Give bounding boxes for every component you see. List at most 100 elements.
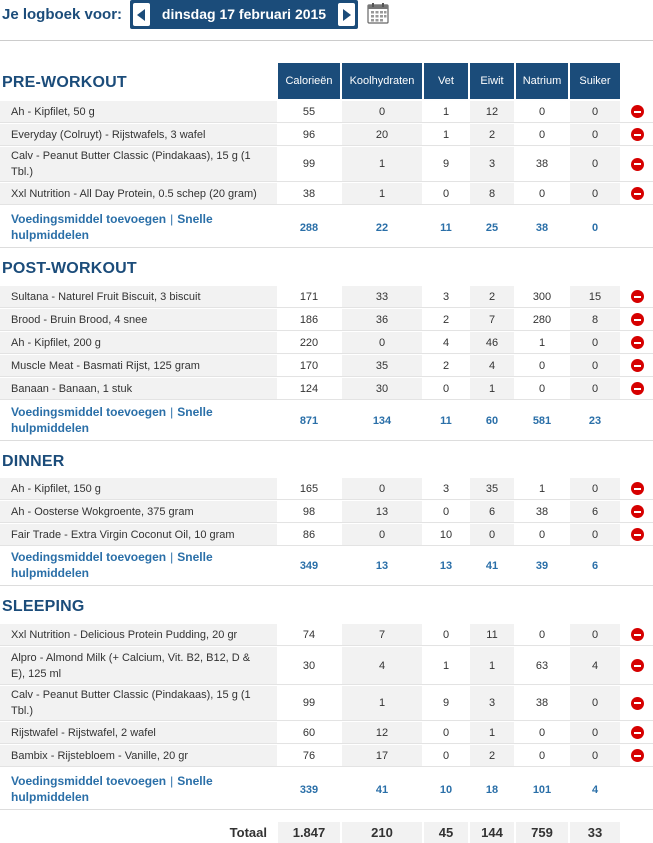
column-header[interactable]: Eiwit bbox=[470, 63, 514, 99]
nutrient-value: 0 bbox=[342, 524, 422, 545]
current-date: dinsdag 17 februari 2015 bbox=[161, 6, 327, 22]
food-name[interactable]: Alpro - Almond Milk (+ Calcium, Vit. B2,… bbox=[0, 647, 277, 684]
previous-day-button[interactable] bbox=[133, 3, 150, 26]
nutrient-value: 0 bbox=[342, 478, 422, 499]
next-day-button[interactable] bbox=[338, 3, 355, 26]
remove-food-button[interactable] bbox=[621, 286, 653, 307]
delete-icon bbox=[630, 157, 644, 171]
nutrient-value: 1 bbox=[470, 647, 514, 684]
remove-food-button[interactable] bbox=[621, 478, 653, 499]
food-name[interactable]: Ah - Oosterse Wokgroente, 375 gram bbox=[0, 501, 277, 522]
section-total-value: 18 bbox=[485, 783, 499, 796]
remove-food-button[interactable] bbox=[621, 355, 653, 376]
nutrient-value: 0 bbox=[516, 624, 568, 645]
remove-food-button[interactable] bbox=[621, 124, 653, 145]
nutrient-value: 4 bbox=[470, 355, 514, 376]
quick-tools-link[interactable]: Snelle hulpmiddelen bbox=[11, 405, 213, 435]
quick-tools-link[interactable]: Snelle hulpmiddelen bbox=[11, 774, 213, 804]
nutrient-value: 170 bbox=[278, 355, 340, 376]
add-food-link[interactable]: Voedingsmiddel toevoegen bbox=[11, 212, 167, 226]
nutrient-value: 165 bbox=[278, 478, 340, 499]
food-name[interactable]: Xxl Nutrition - All Day Protein, 0.5 sch… bbox=[0, 183, 277, 204]
remove-food-button[interactable] bbox=[621, 101, 653, 122]
food-row: Alpro - Almond Milk (+ Calcium, Vit. B2,… bbox=[0, 647, 653, 685]
remove-food-button[interactable] bbox=[621, 183, 653, 204]
section-total-value: 25 bbox=[485, 221, 499, 234]
nutrient-value: 0 bbox=[516, 524, 568, 545]
nutrient-value: 96 bbox=[278, 124, 340, 145]
add-food-link[interactable]: Voedingsmiddel toevoegen bbox=[11, 405, 167, 419]
date-selector: dinsdag 17 februari 2015 bbox=[130, 0, 358, 29]
quick-tools-link[interactable]: Snelle hulpmiddelen bbox=[11, 550, 213, 580]
section-total-value: 39 bbox=[535, 559, 549, 572]
nutrient-value: 35 bbox=[342, 355, 422, 376]
grand-total-value: 144 bbox=[470, 822, 514, 843]
food-name[interactable]: Xxl Nutrition - Delicious Protein Puddin… bbox=[0, 624, 277, 645]
remove-food-button[interactable] bbox=[621, 624, 653, 645]
food-name[interactable]: Sultana - Naturel Fruit Biscuit, 3 biscu… bbox=[0, 286, 277, 307]
food-row: Ah - Kipfilet, 150 g 165 0 3 35 1 0 bbox=[0, 478, 653, 500]
section-total-value: 581 bbox=[532, 414, 552, 427]
food-name[interactable]: Banaan - Banaan, 1 stuk bbox=[0, 378, 277, 399]
food-row: Ah - Oosterse Wokgroente, 375 gram 98 13 0 6… bbox=[0, 501, 653, 523]
nutrient-value: 3 bbox=[424, 286, 468, 307]
food-name[interactable]: Ah - Kipfilet, 150 g bbox=[0, 478, 277, 499]
remove-food-button[interactable] bbox=[621, 378, 653, 399]
delete-icon bbox=[630, 528, 644, 541]
section-total-value: 101 bbox=[532, 783, 552, 796]
food-name[interactable]: Rijstwafel - Rijstwafel, 2 wafel bbox=[0, 722, 277, 743]
nutrient-value: 0 bbox=[570, 478, 620, 499]
food-row: Calv - Peanut Butter Classic (Pindakaas)… bbox=[0, 147, 653, 182]
column-header[interactable]: Calorieën bbox=[278, 63, 340, 99]
food-name[interactable]: Brood - Bruin Brood, 4 snee bbox=[0, 309, 277, 330]
column-header[interactable]: Vet bbox=[424, 63, 468, 99]
section-total-value: 871 bbox=[299, 414, 319, 427]
food-name[interactable]: Bambix - Rijstebloem - Vanille, 20 gr bbox=[0, 745, 277, 766]
nutrient-value: 6 bbox=[570, 501, 620, 522]
link-separator: | bbox=[170, 774, 174, 788]
remove-food-button[interactable] bbox=[621, 501, 653, 522]
nutrient-value: 0 bbox=[570, 745, 620, 766]
nutrient-value: 74 bbox=[278, 624, 340, 645]
nutrient-value: 4 bbox=[342, 647, 422, 684]
remove-food-button[interactable] bbox=[621, 647, 653, 684]
section-links: Voedingsmiddel toevoegen | Snelle hulpmidd… bbox=[11, 549, 271, 581]
nutrient-value: 280 bbox=[516, 309, 568, 330]
remove-food-button[interactable] bbox=[621, 745, 653, 766]
calendar-icon[interactable] bbox=[367, 2, 389, 24]
column-header[interactable]: Natrium bbox=[516, 63, 568, 99]
nutrient-value: 2 bbox=[424, 309, 468, 330]
add-food-link[interactable]: Voedingsmiddel toevoegen bbox=[11, 774, 167, 788]
delete-icon bbox=[630, 482, 644, 495]
column-header[interactable]: Suiker bbox=[570, 63, 620, 99]
nutrient-value: 1 bbox=[470, 722, 514, 743]
food-name[interactable]: Muscle Meat - Basmati Rijst, 125 gram bbox=[0, 355, 277, 376]
nutrient-value: 0 bbox=[570, 147, 620, 181]
remove-food-button[interactable] bbox=[621, 686, 653, 720]
food-row: Bambix - Rijstebloem - Vanille, 20 gr 76 1… bbox=[0, 745, 653, 767]
section-totals-row: Voedingsmiddel toevoegen | Snelle hulpmidd… bbox=[0, 546, 653, 586]
food-name[interactable]: Fair Trade - Extra Virgin Coconut Oil, 1… bbox=[0, 524, 277, 545]
remove-food-button[interactable] bbox=[621, 524, 653, 545]
delete-icon bbox=[630, 290, 644, 303]
food-name[interactable]: Calv - Peanut Butter Classic (Pindakaas)… bbox=[0, 147, 277, 181]
remove-food-button[interactable] bbox=[621, 147, 653, 181]
food-name[interactable]: Ah - Kipfilet, 50 g bbox=[0, 101, 277, 122]
remove-food-button[interactable] bbox=[621, 332, 653, 353]
nutrient-value: 1 bbox=[342, 183, 422, 204]
delete-icon bbox=[630, 505, 644, 518]
grand-total-value: 1.847 bbox=[278, 822, 340, 843]
nutrient-value: 0 bbox=[342, 101, 422, 122]
quick-tools-link[interactable]: Snelle hulpmiddelen bbox=[11, 212, 213, 242]
remove-food-button[interactable] bbox=[621, 722, 653, 743]
nutrient-value: 0 bbox=[516, 378, 568, 399]
section-total-value: 4 bbox=[591, 783, 599, 796]
grand-total-value: 45 bbox=[424, 822, 468, 843]
delete-icon bbox=[630, 749, 644, 762]
food-name[interactable]: Ah - Kipfilet, 200 g bbox=[0, 332, 277, 353]
column-header[interactable]: Koolhydraten bbox=[342, 63, 422, 99]
add-food-link[interactable]: Voedingsmiddel toevoegen bbox=[11, 550, 167, 564]
food-name[interactable]: Everyday (Colruyt) - Rijstwafels, 3 wafe… bbox=[0, 124, 277, 145]
remove-food-button[interactable] bbox=[621, 309, 653, 330]
food-name[interactable]: Calv - Peanut Butter Classic (Pindakaas)… bbox=[0, 686, 277, 720]
